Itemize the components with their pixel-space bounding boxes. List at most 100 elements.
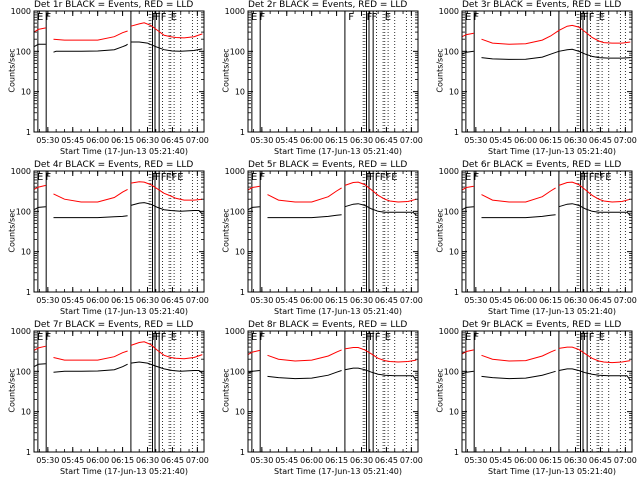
x-tick-label: 06:30 xyxy=(136,136,159,145)
flag-label: FF xyxy=(583,332,595,343)
flag-label: FFE xyxy=(594,172,612,183)
y-tick-label: 100 xyxy=(16,207,31,216)
x-tick-label: 06:45 xyxy=(375,456,398,465)
det-panel-9: Det 9r BLACK = Events, RED = LLD Start Ti… xyxy=(428,320,640,480)
events-series-line xyxy=(130,361,203,374)
y-tick-label: 1 xyxy=(240,448,245,457)
y-tick-label: 100 xyxy=(230,47,245,56)
x-tick-label: 06:45 xyxy=(589,136,612,145)
flag-label: E xyxy=(251,172,257,183)
x-tick-label: 06:30 xyxy=(350,136,373,145)
det-panel-5: Det 5r BLACK = Events, RED = LLD Start Ti… xyxy=(214,160,427,320)
lld-series-line xyxy=(247,185,260,191)
x-tick-label: 06:30 xyxy=(564,456,587,465)
x-tick-label: 06:00 xyxy=(300,136,323,145)
lld-series-line xyxy=(461,349,474,355)
det-panel-8: Det 8r BLACK = Events, RED = LLD Start Ti… xyxy=(214,320,427,480)
lld-series-line xyxy=(267,349,342,362)
x-tick-label: 06:15 xyxy=(325,296,348,305)
flag-label: E xyxy=(385,12,391,23)
x-tick-label: 05:30 xyxy=(250,456,273,465)
events-series-line xyxy=(247,206,260,211)
events-series-line xyxy=(53,363,128,373)
x-tick-label: 05:30 xyxy=(250,296,273,305)
plot-area: 1 10 100 1000 05:30 05:45 06:00 06:15 06:30 06:45… xyxy=(11,327,209,465)
flag-label: F xyxy=(45,332,51,343)
x-tick-label: 05:45 xyxy=(275,296,298,305)
flag-label: F xyxy=(259,12,265,23)
events-series-line xyxy=(33,206,46,211)
flag-label: FFE xyxy=(380,172,398,183)
events-series-line xyxy=(558,368,631,381)
events-series-line xyxy=(33,363,46,368)
lld-series-line xyxy=(481,24,631,45)
flag-label: E xyxy=(37,332,43,343)
x-tick-label: 06:15 xyxy=(111,456,134,465)
lld-series-line xyxy=(53,350,128,361)
y-tick-label: 100 xyxy=(230,367,245,376)
axes-frame xyxy=(247,330,419,453)
flag-label: FF xyxy=(155,172,167,183)
x-tick-label: 07:00 xyxy=(614,456,637,465)
panel-title: Det 6r BLACK = Events, RED = LLD xyxy=(462,160,622,170)
x-tick-label: 06:45 xyxy=(161,296,184,305)
axes-frame xyxy=(247,170,419,293)
lld-series-line xyxy=(558,346,631,364)
y-tick-label: 100 xyxy=(16,367,31,376)
flag-label: E xyxy=(171,12,177,23)
panel-title: Det 5r BLACK = Events, RED = LLD xyxy=(248,160,408,170)
flag-label: F xyxy=(45,12,51,23)
x-tick-label: 05:30 xyxy=(464,296,487,305)
axes-frame xyxy=(461,10,633,133)
flag-label: E xyxy=(465,332,471,343)
lld-series-line xyxy=(33,27,46,33)
events-series-line xyxy=(130,202,203,215)
flag-label: F xyxy=(473,172,479,183)
x-tick-label: 07:00 xyxy=(186,136,209,145)
panel-title: Det 4r BLACK = Events, RED = LLD xyxy=(34,160,194,170)
x-tick-label: 05:45 xyxy=(61,136,84,145)
flag-label: F xyxy=(366,332,372,343)
y-tick-label: 1000 xyxy=(439,327,459,336)
flag-label: F xyxy=(259,172,265,183)
x-tick-label: 05:45 xyxy=(61,296,84,305)
flag-label: E xyxy=(465,172,471,183)
lld-series-line xyxy=(461,185,474,191)
x-tick-label: 05:30 xyxy=(36,296,59,305)
lld-series-line xyxy=(130,22,203,39)
flag-label: F xyxy=(580,172,586,183)
y-tick-label: 10 xyxy=(21,408,31,417)
axes-frame xyxy=(33,330,205,453)
events-series-line xyxy=(558,203,631,216)
y-tick-label: 1000 xyxy=(11,7,31,16)
y-tick-label: 1 xyxy=(240,128,245,137)
lld-series-line xyxy=(33,345,46,351)
x-tick-label: 05:45 xyxy=(275,136,298,145)
y-tick-label: 1 xyxy=(240,288,245,297)
plot-area: 1 10 100 1000 05:30 05:45 06:00 06:15 06:30 06:45… xyxy=(11,7,209,145)
flag-label: F xyxy=(152,172,158,183)
plot-area: 1 10 100 1000 05:30 05:45 06:00 06:15 06:30 06:45… xyxy=(11,167,209,305)
flag-label: F xyxy=(152,12,158,23)
flag-label: FFE xyxy=(166,172,184,183)
panel-title: Det 1r BLACK = Events, RED = LLD xyxy=(34,0,194,10)
y-tick-label: 100 xyxy=(230,207,245,216)
flag-label: F xyxy=(259,332,265,343)
lld-series-line xyxy=(344,181,417,203)
lld-series-line xyxy=(53,30,128,41)
y-tick-label: 10 xyxy=(235,408,245,417)
x-tick-label: 07:00 xyxy=(400,136,423,145)
y-tick-label: 10 xyxy=(449,248,459,257)
x-tick-label: 06:45 xyxy=(375,136,398,145)
x-tick-label: 06:00 xyxy=(86,456,109,465)
flag-label: F xyxy=(371,12,377,23)
det-panel-1: Det 1r BLACK = Events, RED = LLD Start Ti… xyxy=(0,0,213,160)
x-tick-label: 07:00 xyxy=(186,296,209,305)
x-tick-label: 06:45 xyxy=(589,296,612,305)
x-tick-label: 06:15 xyxy=(111,136,134,145)
events-series-line xyxy=(130,41,203,52)
lld-series-line xyxy=(481,349,556,362)
events-series-line xyxy=(481,48,631,60)
axes-frame xyxy=(33,170,205,293)
flag-label: E xyxy=(37,172,43,183)
